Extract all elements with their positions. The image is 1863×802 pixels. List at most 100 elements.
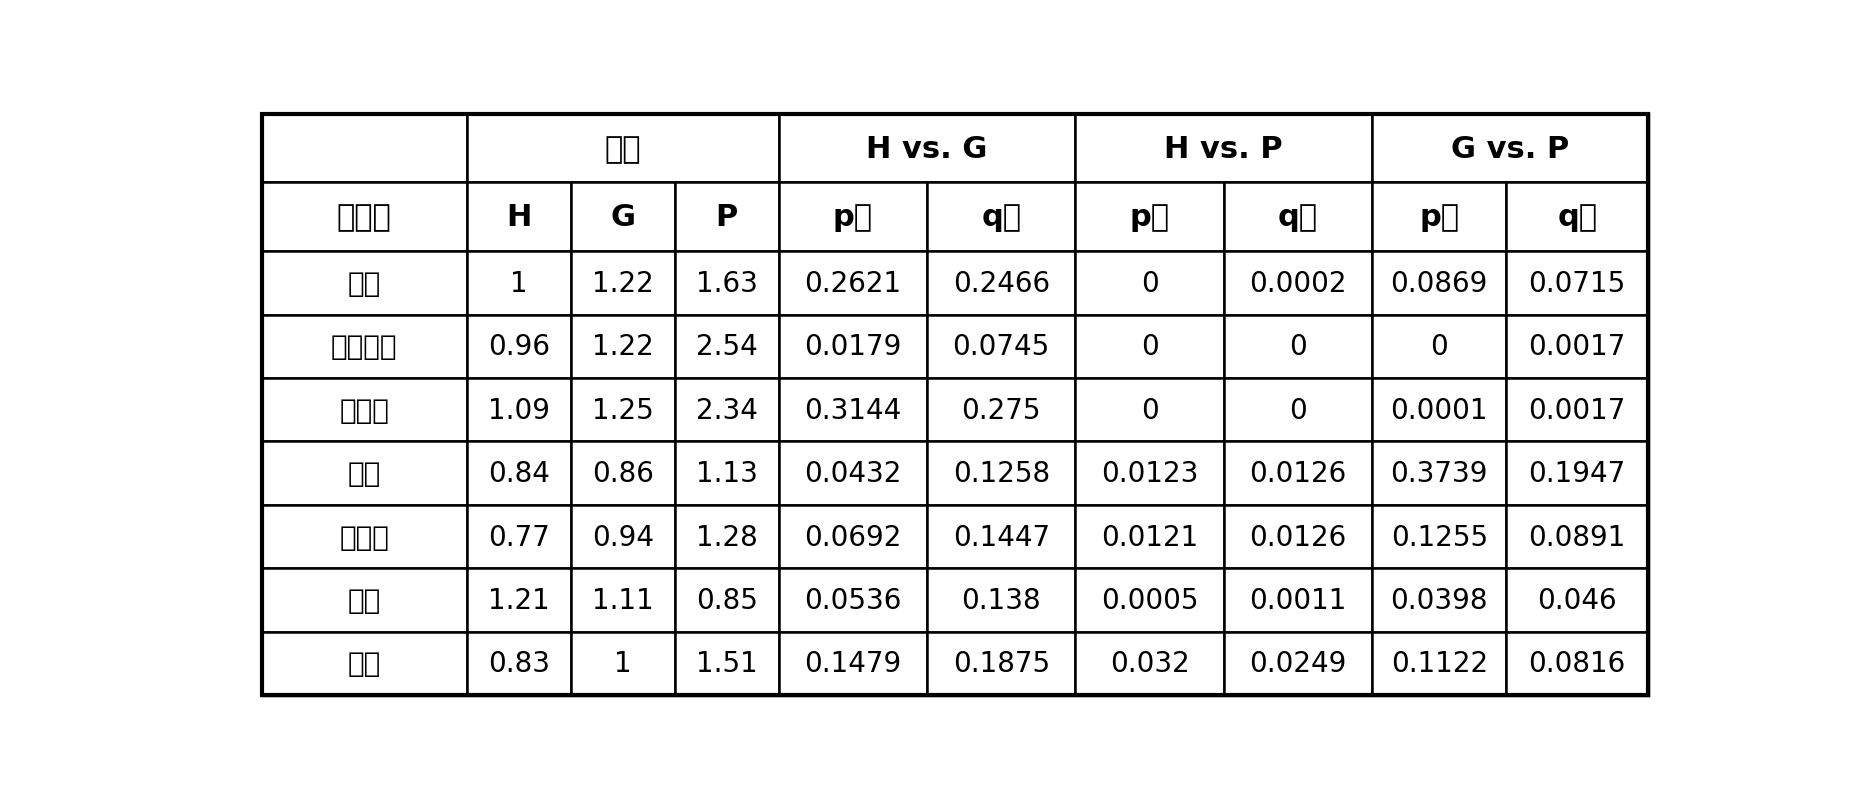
Bar: [570, 315, 674, 379]
Bar: [779, 184, 928, 252]
Text: q値: q値: [1278, 203, 1317, 232]
Bar: [674, 442, 779, 505]
Text: 1.21: 1.21: [488, 586, 550, 614]
Text: G: G: [611, 203, 635, 232]
Bar: [468, 505, 570, 569]
Bar: [674, 184, 779, 252]
Bar: [570, 184, 674, 252]
Bar: [779, 379, 928, 442]
Text: 0.3144: 0.3144: [805, 396, 902, 424]
Text: 次黄吠呢: 次黄吠呢: [332, 333, 397, 361]
Text: 0.0816: 0.0816: [1528, 650, 1626, 678]
Text: 0.0536: 0.0536: [805, 586, 902, 614]
Bar: [261, 569, 468, 632]
Text: H: H: [507, 203, 531, 232]
Text: 0.2621: 0.2621: [805, 269, 902, 298]
Text: 1.22: 1.22: [592, 269, 654, 298]
Bar: [1507, 379, 1647, 442]
Bar: [1224, 252, 1371, 315]
Bar: [1371, 115, 1649, 184]
Text: 2.54: 2.54: [697, 333, 758, 361]
Text: 0.0398: 0.0398: [1390, 586, 1489, 614]
Bar: [1224, 505, 1371, 569]
Text: 鸟吠呢: 鸟吠呢: [339, 523, 389, 551]
Bar: [1507, 569, 1647, 632]
Text: 0.0869: 0.0869: [1390, 269, 1489, 298]
Bar: [1224, 442, 1371, 505]
Text: p値: p値: [1420, 203, 1459, 232]
Bar: [1075, 379, 1224, 442]
Text: 0.1875: 0.1875: [952, 650, 1049, 678]
Bar: [928, 379, 1075, 442]
Bar: [261, 115, 468, 184]
Text: p値: p値: [833, 203, 874, 232]
Text: 0.2466: 0.2466: [952, 269, 1049, 298]
Bar: [674, 379, 779, 442]
Bar: [928, 632, 1075, 695]
Text: 0.0692: 0.0692: [805, 523, 902, 551]
Text: 0: 0: [1140, 269, 1159, 298]
Bar: [261, 252, 468, 315]
Bar: [1507, 252, 1647, 315]
Text: H vs. P: H vs. P: [1164, 135, 1284, 164]
Bar: [1507, 505, 1647, 569]
Bar: [1507, 315, 1647, 379]
Text: 0: 0: [1140, 396, 1159, 424]
Text: 0.1479: 0.1479: [805, 650, 902, 678]
Bar: [1371, 442, 1507, 505]
Text: 0.046: 0.046: [1537, 586, 1617, 614]
Bar: [1371, 184, 1507, 252]
Bar: [570, 569, 674, 632]
Bar: [570, 442, 674, 505]
Text: 0.1255: 0.1255: [1390, 523, 1489, 551]
Bar: [779, 315, 928, 379]
Text: P: P: [715, 203, 738, 232]
Text: 1: 1: [510, 269, 527, 298]
Bar: [1075, 252, 1224, 315]
Text: 0: 0: [1289, 396, 1306, 424]
Bar: [1371, 379, 1507, 442]
Bar: [570, 505, 674, 569]
Bar: [1075, 184, 1224, 252]
Text: 0.0017: 0.0017: [1528, 333, 1626, 361]
Text: 0.275: 0.275: [961, 396, 1041, 424]
Text: q値: q値: [1557, 203, 1597, 232]
Text: 1.22: 1.22: [592, 333, 654, 361]
Text: 0.1258: 0.1258: [952, 460, 1049, 488]
Text: 0.0126: 0.0126: [1250, 523, 1347, 551]
Bar: [261, 315, 468, 379]
Text: 尿酸: 尿酸: [348, 586, 380, 614]
Text: 0.96: 0.96: [488, 333, 550, 361]
Bar: [570, 379, 674, 442]
Text: 1.63: 1.63: [697, 269, 758, 298]
Bar: [1224, 184, 1371, 252]
Text: 0: 0: [1289, 333, 1306, 361]
Bar: [570, 252, 674, 315]
Text: G vs. P: G vs. P: [1451, 135, 1569, 164]
Bar: [779, 115, 1075, 184]
Text: 0.84: 0.84: [488, 460, 550, 488]
Bar: [674, 505, 779, 569]
Text: 化合物: 化合物: [337, 203, 391, 232]
Text: 0.0011: 0.0011: [1250, 586, 1347, 614]
Bar: [779, 569, 928, 632]
Text: 0.83: 0.83: [488, 650, 550, 678]
Bar: [261, 632, 468, 695]
Bar: [674, 315, 779, 379]
Text: 0: 0: [1431, 333, 1448, 361]
Text: 0.94: 0.94: [592, 523, 654, 551]
Bar: [1075, 442, 1224, 505]
Bar: [261, 379, 468, 442]
Bar: [1224, 315, 1371, 379]
Bar: [468, 379, 570, 442]
Text: 0.0001: 0.0001: [1390, 396, 1489, 424]
Bar: [779, 632, 928, 695]
Bar: [928, 442, 1075, 505]
Bar: [1507, 184, 1647, 252]
Bar: [468, 115, 779, 184]
Bar: [928, 505, 1075, 569]
Text: 0.0005: 0.0005: [1101, 586, 1198, 614]
Bar: [674, 569, 779, 632]
Text: p値: p値: [1129, 203, 1170, 232]
Bar: [1075, 632, 1224, 695]
